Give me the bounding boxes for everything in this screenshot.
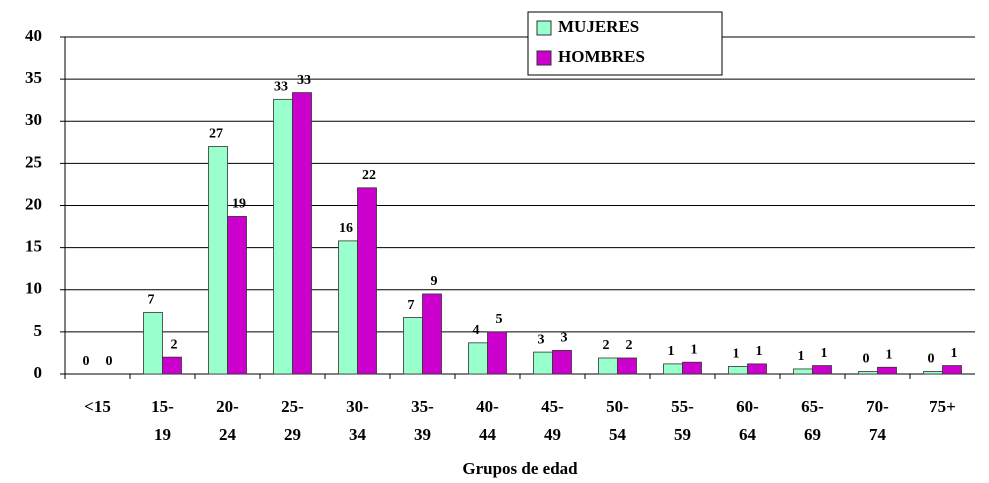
x-tick-label: 50- (606, 397, 629, 416)
value-label: 22 (362, 168, 376, 183)
value-label: 3 (561, 331, 568, 346)
x-tick-label: 59 (674, 425, 691, 444)
value-label: 16 (339, 221, 353, 236)
bar (747, 363, 767, 375)
bar (598, 357, 618, 375)
value-label: 1 (821, 346, 828, 361)
x-tick-label: 34 (349, 425, 367, 444)
value-label: 2 (171, 337, 178, 352)
value-label: 1 (798, 349, 805, 364)
x-tick-label: 40- (476, 397, 499, 416)
bar (552, 350, 572, 375)
value-label: 2 (626, 338, 633, 353)
value-label: 4 (473, 323, 480, 338)
bar (227, 216, 247, 375)
y-tick-label: 15 (25, 237, 42, 256)
x-tick-label: 60- (736, 397, 759, 416)
y-tick-label: 5 (34, 321, 43, 340)
x-tick-label: 75+ (929, 397, 956, 416)
value-label: 7 (408, 298, 415, 313)
value-label: 1 (951, 346, 958, 361)
value-label: 0 (106, 354, 113, 369)
value-label: 1 (733, 347, 740, 362)
bar (617, 357, 637, 375)
value-label: 3 (538, 332, 545, 347)
value-label: 0 (863, 352, 870, 367)
value-label: 27 (209, 127, 223, 142)
x-tick-label: 70- (866, 397, 889, 416)
bar (487, 331, 507, 375)
value-label: 5 (496, 312, 503, 327)
bar (273, 98, 293, 375)
x-tick-label: 44 (479, 425, 497, 444)
legend-box (527, 11, 723, 76)
x-tick-label: 64 (739, 425, 757, 444)
value-label: 33 (297, 73, 311, 88)
bar (162, 356, 182, 375)
x-tick-label: 30- (346, 397, 369, 416)
x-axis-title: Grupos de edad (462, 459, 578, 478)
bar (422, 293, 442, 375)
value-label: 7 (148, 293, 155, 308)
y-tick-label: 30 (25, 110, 42, 129)
x-tick-label: 45- (541, 397, 564, 416)
x-tick-label: 55- (671, 397, 694, 416)
x-tick-label: 74 (869, 425, 887, 444)
x-tick-label: 15- (151, 397, 174, 416)
value-label: 1 (886, 347, 893, 362)
y-tick-label: 10 (25, 279, 42, 298)
legend-label: HOMBRES (558, 47, 645, 66)
y-tick-label: 0 (34, 363, 43, 382)
legend-swatch (536, 50, 552, 66)
bar (292, 92, 312, 375)
bar (858, 371, 878, 375)
legend-label: MUJERES (558, 17, 639, 36)
value-label: 1 (691, 342, 698, 357)
x-tick-label: 20- (216, 397, 239, 416)
y-tick-label: 40 (25, 26, 42, 45)
bar (663, 363, 683, 375)
legend-swatch (536, 20, 552, 36)
value-label: 19 (232, 197, 246, 212)
bar (728, 366, 748, 375)
x-tick-label: 19 (154, 425, 171, 444)
bar (942, 365, 962, 375)
y-tick-label: 20 (25, 194, 42, 213)
value-label: 1 (756, 344, 763, 359)
x-tick-label: 25- (281, 397, 304, 416)
value-label: 0 (928, 352, 935, 367)
y-tick-label: 35 (25, 68, 42, 87)
value-label: 9 (431, 274, 438, 289)
value-label: 0 (83, 354, 90, 369)
bar (923, 371, 943, 375)
x-tick-label: 49 (544, 425, 561, 444)
bar (468, 342, 488, 375)
x-tick-label: 29 (284, 425, 301, 444)
bar (403, 317, 423, 375)
bar (357, 187, 377, 375)
bar (208, 146, 228, 375)
bar (143, 312, 163, 375)
bar (877, 366, 897, 375)
x-tick-label: 35- (411, 397, 434, 416)
x-tick-label: 39 (414, 425, 431, 444)
x-tick-label: <15 (84, 397, 111, 416)
value-label: 33 (274, 80, 288, 95)
x-tick-label: 54 (609, 425, 627, 444)
bar (338, 240, 358, 375)
value-label: 1 (668, 344, 675, 359)
value-label: 2 (603, 338, 610, 353)
x-tick-label: 24 (219, 425, 237, 444)
bar (533, 351, 553, 375)
x-tick-label: 69 (804, 425, 821, 444)
bar (682, 361, 702, 375)
x-tick-label: 65- (801, 397, 824, 416)
y-tick-label: 25 (25, 152, 42, 171)
bar (793, 368, 813, 375)
bar (812, 365, 832, 375)
